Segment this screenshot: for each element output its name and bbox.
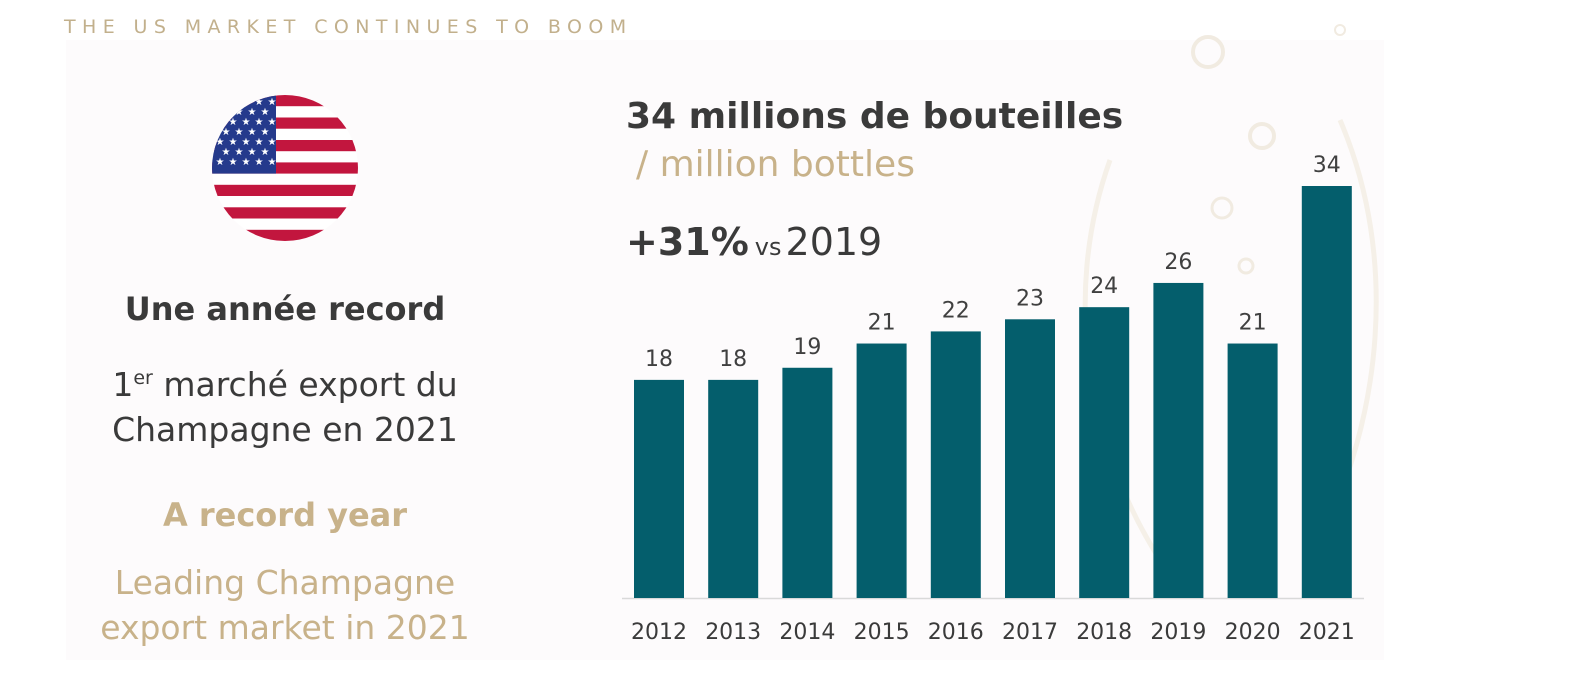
svg-text:★: ★ [255,97,264,108]
svg-text:★: ★ [222,127,231,138]
svg-text:★: ★ [216,137,225,148]
category-label-2014: 2014 [779,620,835,645]
bar-2018 [1079,307,1130,598]
value-label-2013: 18 [719,347,747,372]
record-year-fr: Une année record [124,290,446,328]
us-flag-icon: ★ ★ ★ ★ ★ ★ ★ ★ ★ ★ ★ ★ ★ ★ ★ ★ ★ ★ ★ ★ ★ ★ ★ ★ ★ ★ ★ ★ ★ ★ ★ ★ [212,95,358,241]
market-fr-line2: Champagne en 2021 [112,410,458,449]
category-label-2013: 2013 [705,620,761,645]
svg-text:★: ★ [222,147,231,158]
svg-text:★: ★ [248,107,257,118]
value-label-2015: 21 [868,311,896,336]
bar-2020 [1227,343,1278,598]
category-label-2016: 2016 [928,620,984,645]
category-label-2012: 2012 [631,620,687,645]
svg-text:★: ★ [242,117,251,128]
value-label-2016: 22 [942,298,970,323]
svg-text:★: ★ [248,147,257,158]
value-label-2020: 21 [1239,311,1267,336]
rank-number: 1 [112,365,134,404]
chart-title-en: / million bottles [636,144,915,185]
bar-2017 [1005,319,1055,598]
svg-text:★: ★ [268,97,277,108]
market-en-line2: export market in 2021 [100,608,470,647]
category-label-2018: 2018 [1076,620,1132,645]
record-year-en: A record year [162,496,408,534]
growth-vs: vs [754,233,782,261]
svg-text:★: ★ [229,137,238,148]
svg-text:★: ★ [248,127,257,138]
bar-2019 [1153,282,1204,598]
bar-2015 [856,343,907,598]
value-label-2012: 18 [645,347,673,372]
category-label-2019: 2019 [1150,620,1206,645]
category-label-2017: 2017 [1002,620,1058,645]
svg-text:★: ★ [229,117,238,128]
svg-text:★: ★ [255,117,264,128]
bar-2013 [708,379,759,598]
svg-text:★: ★ [216,157,225,168]
value-label-2018: 24 [1090,274,1118,299]
chart-title-fr: 34 millions de bouteilles [626,96,1124,137]
bar-2021 [1301,186,1352,598]
svg-text:★: ★ [242,137,251,148]
bar-2014 [782,367,833,598]
svg-text:★: ★ [268,137,277,148]
category-label-2021: 2021 [1299,620,1355,645]
growth-year: 2019 [785,220,883,264]
market-en-line1: Leading Champagne [114,563,456,602]
growth-percent: +31% [626,220,749,264]
market-fr-line1: marché export du [152,365,458,404]
category-label-2015: 2015 [854,620,910,645]
svg-text:★: ★ [235,107,244,118]
growth-stat: +31% vs 2019 [626,220,882,264]
svg-text:★: ★ [268,117,277,128]
leading-market-en: Leading Champagne export market in 2021 [70,560,500,650]
svg-text:★: ★ [268,157,277,168]
svg-text:★: ★ [255,137,264,148]
svg-text:★: ★ [235,147,244,158]
svg-text:★: ★ [229,157,238,168]
svg-text:★: ★ [261,107,270,118]
svg-text:★: ★ [261,127,270,138]
value-label-2014: 19 [793,335,821,360]
rank-suffix: er [133,367,153,389]
bar-2016 [930,331,981,598]
svg-text:★: ★ [235,127,244,138]
svg-text:★: ★ [261,147,270,158]
svg-text:★: ★ [255,157,264,168]
page-header: THE US MARKET CONTINUES TO BOOM [64,16,633,38]
leading-market-fr: 1er marché export du Champagne en 2021 [70,362,500,452]
value-label-2019: 26 [1164,250,1192,275]
bar-2012 [634,379,684,598]
category-label-2020: 2020 [1225,620,1281,645]
svg-text:★: ★ [242,157,251,168]
value-label-2017: 23 [1016,286,1044,311]
value-label-2021: 34 [1313,153,1341,178]
